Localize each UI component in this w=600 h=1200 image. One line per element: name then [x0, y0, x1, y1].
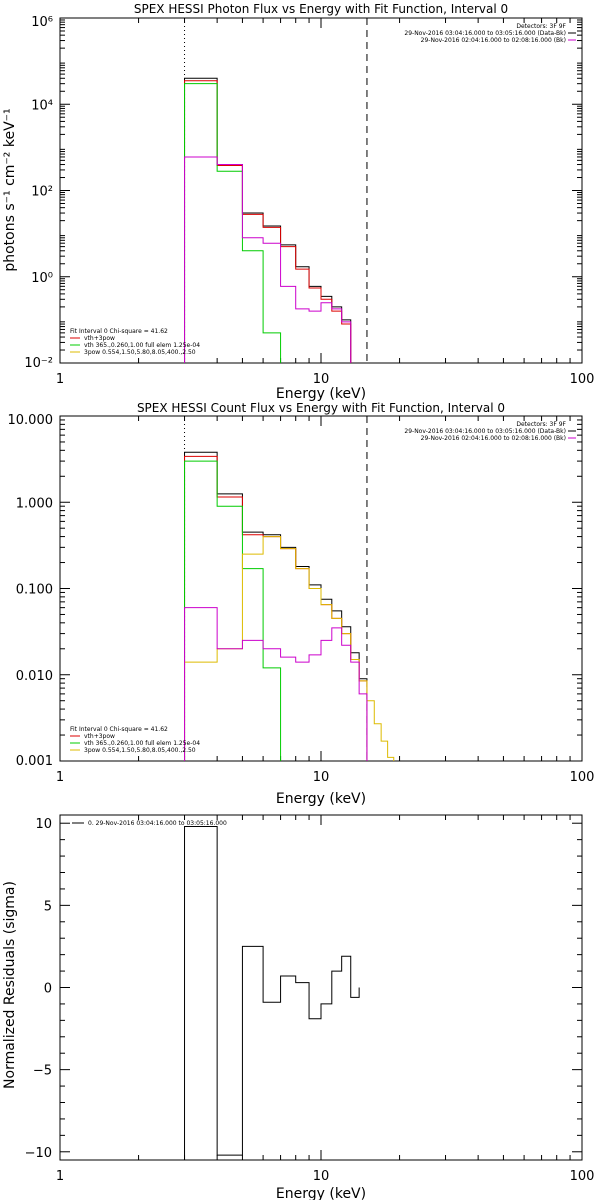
- y-tick-label: 10⁶: [31, 15, 53, 30]
- legend-entry: 29-Nov-2016 02:04:16.000 to 02:08:16.000…: [421, 435, 566, 442]
- y-tick-label: 10²: [31, 185, 53, 200]
- chart-title: SPEX HESSI Photon Flux vs Energy with Fi…: [134, 2, 508, 16]
- y-tick-label: 0.100: [16, 583, 53, 598]
- chart-panel-2: SPEX HESSI Count Flux vs Energy with Fit…: [8, 401, 595, 807]
- legend-entry: Fit Interval 0 Chi-square = 41.62: [70, 726, 168, 733]
- y-axis-label: Normalized Residuals (sigma): [2, 881, 18, 1089]
- legend-entry: Fit Interval 0 Chi-square = 41.62: [70, 328, 168, 335]
- y-tick-label: 10⁰: [31, 271, 53, 286]
- chart-panel-1: SPEX HESSI Photon Flux vs Energy with Fi…: [2, 2, 594, 402]
- series-3pow: [184, 536, 406, 761]
- x-tick-label: 100: [570, 770, 595, 785]
- y-axis-label: photons s⁻¹ cm⁻² keV⁻¹: [2, 108, 18, 271]
- y-tick-label: 10: [35, 817, 52, 832]
- data-series: [184, 77, 400, 370]
- chart-title: SPEX HESSI Count Flux vs Energy with Fit…: [137, 401, 505, 415]
- y-tick-label: 0.001: [16, 754, 53, 769]
- x-axis-label: Energy (keV): [276, 1186, 366, 1200]
- data-series: [184, 826, 360, 1160]
- legend-entry: vth+3pow: [84, 335, 115, 342]
- legend-entry: vth 365.,0.260,1.00 full elem 1.25e-04: [84, 740, 200, 747]
- x-tick-label: 10: [313, 770, 330, 785]
- legend-entry: 29-Nov-2016 03:04:16.000 to 03:05:16.000…: [404, 30, 566, 37]
- y-tick-label: 0.010: [16, 669, 53, 684]
- legend-entry: 3pow 0.554,1.50,5.80,8.05,400.,2.50: [84, 747, 196, 754]
- x-axis-label: Energy (keV): [276, 386, 366, 402]
- y-tick-label: 0: [44, 982, 52, 997]
- y-tick-label: 5: [44, 899, 52, 914]
- series-vth-3pow: [184, 455, 368, 761]
- x-tick-label: 1: [56, 372, 64, 387]
- x-tick-label: 100: [570, 372, 595, 387]
- chart-panel-3: Energy (keV) Normalized Residuals (sigma)…: [2, 814, 595, 1200]
- x-tick-label: 10: [313, 372, 330, 387]
- series-bk: [184, 156, 352, 363]
- legend-entry: 0. 29-Nov-2016 03:04:16.000 to 03:05:16.…: [88, 820, 227, 827]
- y-tick-label: 1.000: [16, 496, 53, 511]
- series-data-bk: [184, 451, 368, 761]
- legend-entry: vth+3pow: [84, 733, 115, 740]
- series-vth-3pow: [184, 80, 352, 363]
- series-vth: [184, 83, 297, 363]
- series-3pow: [185, 363, 400, 370]
- x-tick-label: 1: [56, 1169, 64, 1184]
- legend-entry: Detectors: 3F 9F: [516, 421, 566, 428]
- x-tick-label: 1: [56, 770, 64, 785]
- legend-entry: 29-Nov-2016 03:04:16.000 to 03:05:16.000…: [404, 428, 566, 435]
- y-tick-label: 10⁻²: [24, 356, 53, 371]
- y-tick-label: −10: [25, 1146, 52, 1161]
- y-tick-label: −5: [33, 1064, 52, 1079]
- legend-entry: 29-Nov-2016 02:04:16.000 to 02:08:16.000…: [421, 37, 566, 44]
- legend-entry: vth 365.,0.260,1.00 full elem 1.25e-04: [84, 342, 200, 349]
- series-vth: [184, 460, 297, 761]
- series-residuals: [184, 826, 360, 1160]
- series-bk: [184, 607, 375, 761]
- plot-frame: [59, 814, 583, 1161]
- series-data-bk: [184, 77, 352, 363]
- x-tick-label: 100: [570, 1169, 595, 1184]
- y-tick-label: 10.000: [8, 413, 54, 428]
- x-tick-label: 10: [313, 1169, 330, 1184]
- legend-entry: 3pow 0.554,1.50,5.80,8.05,400.,2.50: [84, 349, 196, 356]
- x-axis-label: Energy (keV): [276, 791, 366, 807]
- data-series: [184, 451, 406, 761]
- legend-entry: Detectors: 3F 9F: [516, 23, 566, 30]
- y-tick-label: 10⁴: [31, 98, 53, 113]
